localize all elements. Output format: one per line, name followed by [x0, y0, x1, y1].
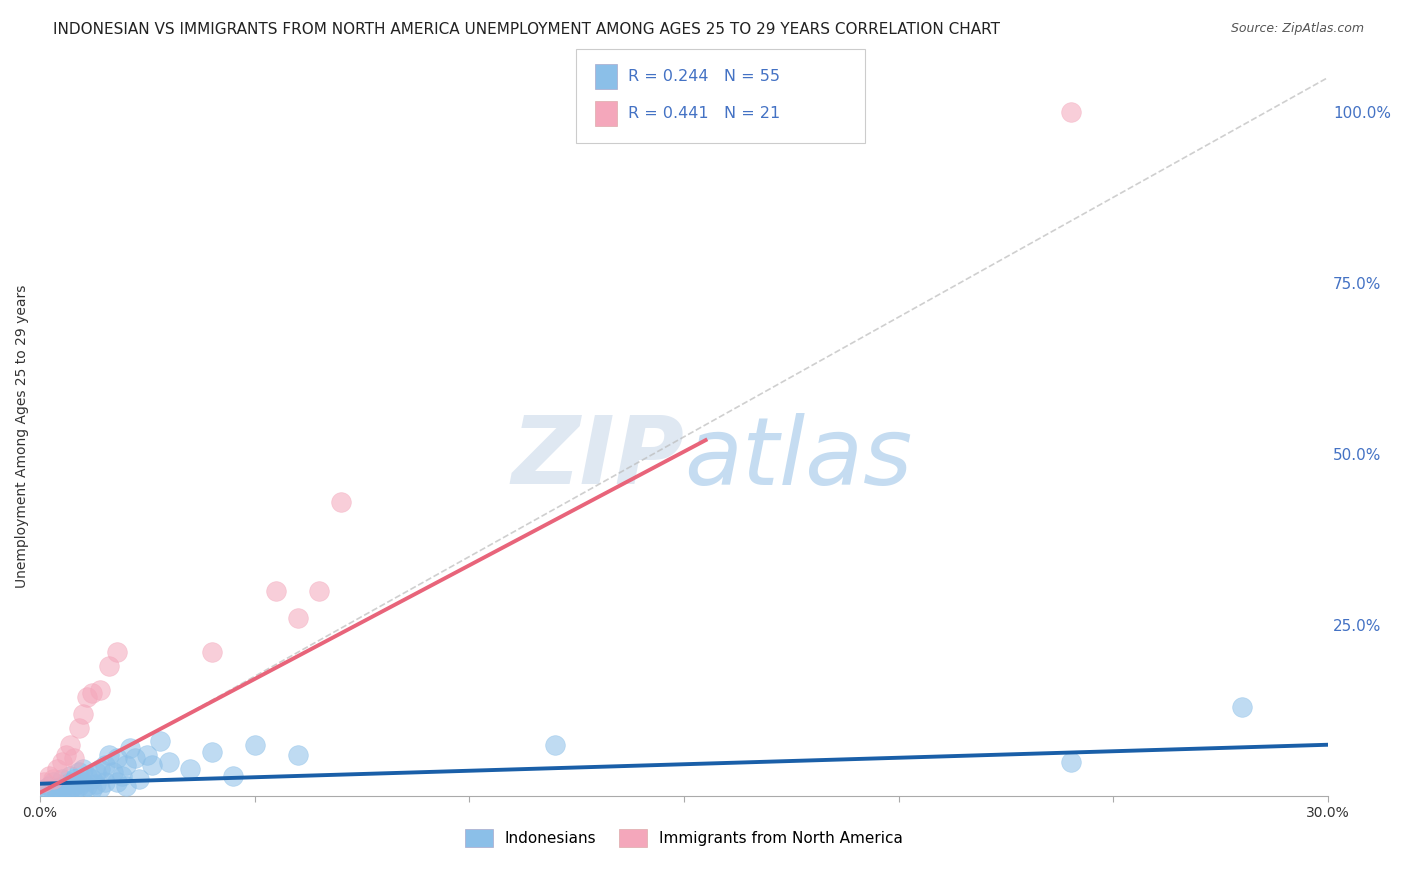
- Point: [264, 583, 287, 598]
- Point: [59, 768, 82, 782]
- Text: R = 0.244   N = 55: R = 0.244 N = 55: [628, 70, 780, 84]
- Point: [89, 683, 111, 698]
- Point: [38, 768, 60, 782]
- Point: [157, 755, 180, 769]
- Point: [97, 747, 120, 762]
- Point: [84, 765, 107, 780]
- Point: [115, 758, 138, 772]
- Point: [101, 765, 124, 780]
- Point: [89, 762, 111, 776]
- Point: [1232, 700, 1254, 714]
- Point: [329, 495, 352, 509]
- Point: [1059, 755, 1081, 769]
- Point: [136, 747, 159, 762]
- Point: [243, 738, 266, 752]
- Point: [93, 758, 115, 772]
- Point: [72, 782, 94, 797]
- Point: [201, 645, 224, 659]
- Point: [287, 611, 309, 625]
- Point: [1059, 104, 1081, 119]
- Point: [72, 775, 94, 789]
- Point: [80, 782, 103, 797]
- Point: [97, 659, 120, 673]
- Point: [72, 762, 94, 776]
- Point: [308, 583, 330, 598]
- Point: [89, 780, 111, 795]
- Point: [63, 772, 86, 786]
- Point: [80, 686, 103, 700]
- Point: [42, 783, 65, 797]
- Point: [63, 779, 86, 793]
- Legend: Indonesians, Immigrants from North America: Indonesians, Immigrants from North Ameri…: [460, 823, 910, 853]
- Point: [76, 768, 98, 782]
- Point: [55, 782, 77, 797]
- Point: [59, 775, 82, 789]
- Point: [67, 779, 90, 793]
- Text: ZIP: ZIP: [512, 412, 685, 504]
- Point: [72, 706, 94, 721]
- Text: R = 0.441   N = 21: R = 0.441 N = 21: [628, 106, 780, 120]
- Point: [149, 734, 172, 748]
- Point: [201, 745, 224, 759]
- Text: INDONESIAN VS IMMIGRANTS FROM NORTH AMERICA UNEMPLOYMENT AMONG AGES 25 TO 29 YEA: INDONESIAN VS IMMIGRANTS FROM NORTH AMER…: [53, 22, 1001, 37]
- Point: [51, 755, 73, 769]
- Point: [84, 777, 107, 791]
- Point: [46, 786, 69, 800]
- Point: [51, 772, 73, 786]
- Point: [51, 779, 73, 793]
- Point: [63, 751, 86, 765]
- Text: atlas: atlas: [685, 413, 912, 504]
- Point: [55, 747, 77, 762]
- Point: [544, 738, 567, 752]
- Point: [76, 690, 98, 704]
- Point: [67, 765, 90, 780]
- Point: [59, 738, 82, 752]
- Point: [124, 751, 146, 765]
- Point: [51, 783, 73, 797]
- Point: [38, 779, 60, 793]
- Y-axis label: Unemployment Among Ages 25 to 29 years: Unemployment Among Ages 25 to 29 years: [15, 285, 30, 589]
- Point: [105, 645, 128, 659]
- Point: [42, 772, 65, 786]
- Text: Source: ZipAtlas.com: Source: ZipAtlas.com: [1230, 22, 1364, 36]
- Point: [222, 768, 245, 782]
- Point: [120, 741, 142, 756]
- Point: [38, 786, 60, 800]
- Point: [287, 747, 309, 762]
- Point: [179, 762, 201, 776]
- Point: [67, 721, 90, 735]
- Point: [76, 779, 98, 793]
- Point: [111, 768, 134, 782]
- Point: [141, 758, 163, 772]
- Point: [34, 775, 56, 789]
- Point: [46, 780, 69, 795]
- Point: [128, 772, 150, 786]
- Point: [42, 775, 65, 789]
- Point: [59, 782, 82, 797]
- Point: [115, 779, 138, 793]
- Point: [63, 783, 86, 797]
- Point: [55, 777, 77, 791]
- Point: [105, 751, 128, 765]
- Point: [93, 775, 115, 789]
- Point: [80, 772, 103, 786]
- Point: [105, 775, 128, 789]
- Point: [34, 782, 56, 797]
- Point: [46, 762, 69, 776]
